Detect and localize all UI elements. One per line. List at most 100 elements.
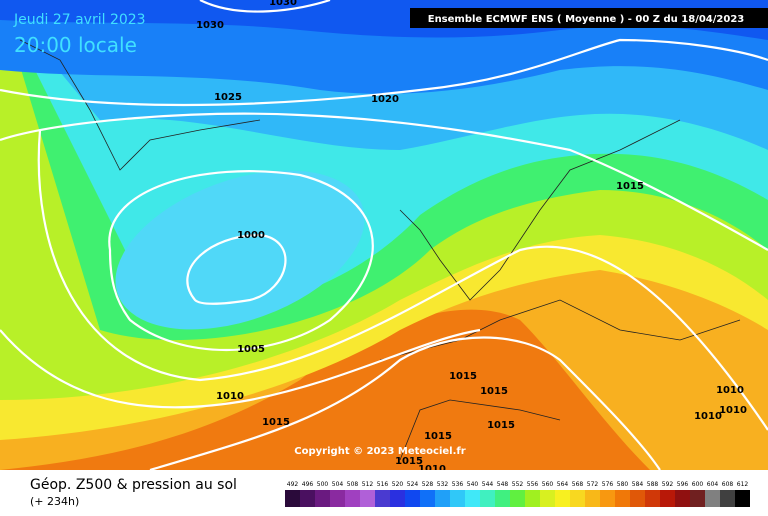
legend-swatch	[495, 490, 510, 507]
isobar-label: 1015	[395, 456, 423, 467]
isobar-label: 1015	[449, 371, 477, 382]
legend-swatch	[630, 490, 645, 507]
legend-label: 528	[422, 481, 434, 488]
legend-swatch	[675, 490, 690, 507]
legend-swatch	[525, 490, 540, 507]
legend-swatch	[300, 490, 315, 507]
isobar-label: 1030	[269, 0, 297, 8]
legend-label: 604	[707, 481, 719, 488]
legend-swatch	[480, 490, 495, 507]
isobar-label: 1005	[237, 344, 265, 355]
isobar-label: 1030	[196, 20, 224, 31]
legend-swatch	[540, 490, 555, 507]
isobars	[0, 0, 768, 472]
legend-swatch	[375, 490, 390, 507]
isobar-label: 1010	[716, 385, 744, 396]
legend-label: 600	[692, 481, 704, 488]
legend-label: 556	[527, 481, 539, 488]
isobar	[0, 112, 768, 251]
legend-swatch	[330, 490, 345, 507]
legend-label: 572	[587, 481, 599, 488]
isobar-label: 1010	[694, 411, 722, 422]
legend-label: 544	[482, 481, 494, 488]
model-box	[410, 8, 768, 28]
legend-label: 520	[392, 481, 404, 488]
time-label: 20:00 locale	[14, 33, 137, 57]
copyright: Copyright © 2023 Meteociel.fr	[294, 446, 465, 457]
isobar-label: 1015	[487, 420, 515, 431]
legend-label: 596	[677, 481, 689, 488]
legend-swatch	[360, 490, 375, 507]
isobar-label: 1015	[616, 181, 644, 192]
legend-label: 496	[302, 481, 314, 488]
legend-label: 592	[662, 481, 674, 488]
isobar-label: 1015	[424, 431, 452, 442]
legend-swatch	[450, 490, 465, 507]
isobar-label: 1015	[480, 386, 508, 397]
legend-swatch	[285, 490, 300, 507]
legend-swatch	[510, 490, 525, 507]
isobar	[0, 328, 481, 409]
legend-swatch	[465, 490, 480, 507]
date-label: Jeudi 27 avril 2023	[13, 12, 146, 28]
coastline	[399, 399, 561, 461]
legend-label: 568	[572, 481, 584, 488]
legend-label: 512	[362, 481, 374, 488]
isobar-label: 1010	[216, 391, 244, 402]
isobar	[149, 336, 661, 472]
legend-label: 588	[647, 481, 659, 488]
legend-label: 548	[497, 481, 509, 488]
legend-label: 552	[512, 481, 524, 488]
legend-label: 540	[467, 481, 479, 488]
legend-swatch	[705, 490, 720, 507]
isobar	[199, 0, 331, 13]
legend-swatch	[555, 490, 570, 507]
legend-label: 560	[542, 481, 554, 488]
legend-label: 500	[317, 481, 329, 488]
legend-swatch	[585, 490, 600, 507]
isobar-label: 1010	[719, 405, 747, 416]
legend-swatch	[435, 490, 450, 507]
isobar	[37, 129, 768, 431]
footer-title: Géop. Z500 & pression au sol	[30, 477, 237, 493]
legend-swatch	[405, 490, 420, 507]
legend-label: 508	[347, 481, 359, 488]
isobar	[186, 233, 287, 305]
isobar	[0, 38, 768, 107]
isobar	[108, 170, 374, 352]
legend-label: 516	[377, 481, 389, 488]
legend-swatch	[345, 490, 360, 507]
coastline	[19, 39, 261, 171]
color-legend: 492 496 500 504 508 512 516 520 524 528 532 536 540 5…	[285, 481, 750, 507]
legend-swatch	[315, 490, 330, 507]
legend-label: 584	[632, 481, 644, 488]
legend-label: 580	[617, 481, 629, 488]
legend-label: 492	[287, 481, 299, 488]
legend-label: 608	[722, 481, 734, 488]
legend-label: 532	[437, 481, 449, 488]
legend-label: 536	[452, 481, 464, 488]
legend-label: 612	[737, 481, 749, 488]
legend-swatch	[735, 490, 750, 507]
isobar-label: 1025	[214, 92, 242, 103]
model-label: Ensemble ECMWF ENS ( Moyenne ) - 00 Z du…	[428, 14, 745, 25]
legend-swatch	[390, 490, 405, 507]
isobar-label: 1000	[237, 230, 265, 241]
legend-label: 504	[332, 481, 344, 488]
legend-swatch	[645, 490, 660, 507]
legend-swatch	[420, 490, 435, 507]
isobar-label: 1010	[418, 464, 446, 475]
legend-swatch	[600, 490, 615, 507]
legend-swatch	[660, 490, 675, 507]
legend-swatch	[570, 490, 585, 507]
legend-label: 576	[602, 481, 614, 488]
legend-swatch	[615, 490, 630, 507]
legend-label: 564	[557, 481, 569, 488]
isobar-label: 1020	[371, 94, 399, 105]
legend-swatch	[720, 490, 735, 507]
legend-swatch	[690, 490, 705, 507]
legend-label: 524	[407, 481, 419, 488]
isobar-label: 1015	[262, 417, 290, 428]
footer-lead: (+ 234h)	[30, 495, 79, 508]
